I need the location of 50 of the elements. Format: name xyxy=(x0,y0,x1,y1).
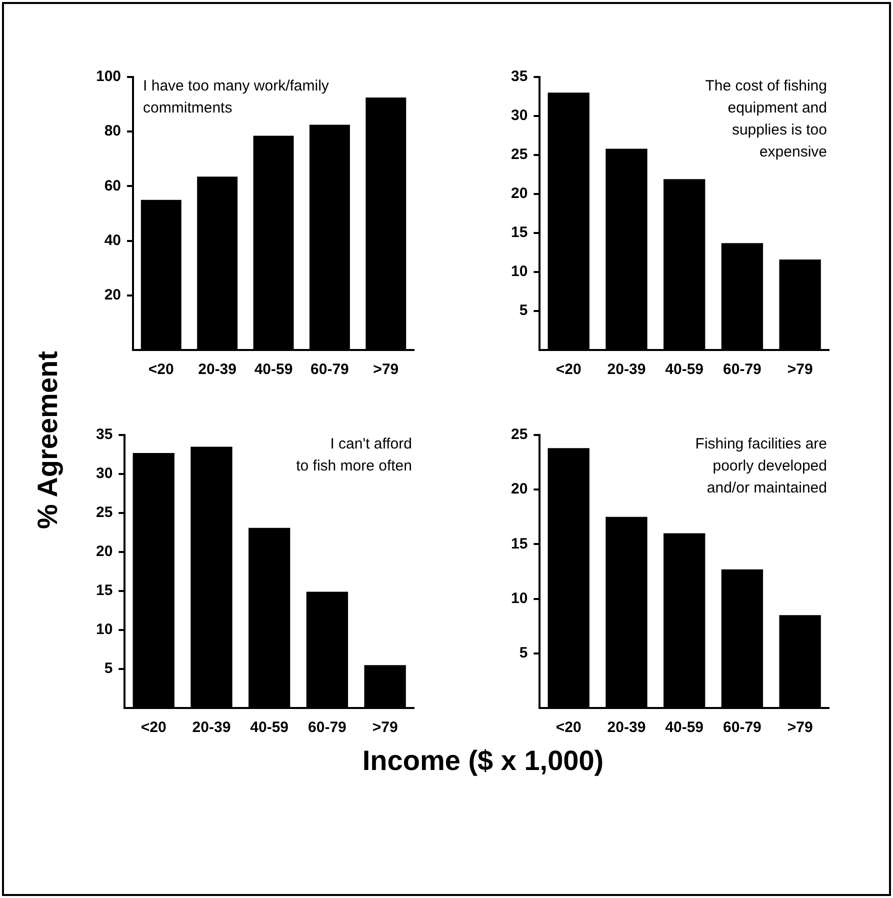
x-tick-label: 60-79 xyxy=(308,719,346,736)
x-tick-label: 60-79 xyxy=(310,361,349,378)
x-tick-label: >79 xyxy=(787,719,813,736)
y-tick-label: 60 xyxy=(104,177,122,194)
x-tick-label: 20-39 xyxy=(198,361,237,378)
x-tick-label: >79 xyxy=(372,719,398,736)
x-axis-title: Income ($ x 1,000) xyxy=(362,745,604,777)
y-tick-label: 5 xyxy=(104,660,113,678)
x-tick-label: 40-59 xyxy=(665,719,704,736)
x-tick-label: <20 xyxy=(556,361,582,378)
x-tick-label: 20-39 xyxy=(192,719,231,736)
y-tick-label: 5 xyxy=(519,644,528,662)
y-tick-label: 25 xyxy=(510,426,528,444)
y-tick-label: 20 xyxy=(510,185,528,202)
y-tick-label: 10 xyxy=(510,590,528,607)
y-tick-label: 20 xyxy=(510,480,528,498)
y-axis-title: % Agreement xyxy=(32,351,64,529)
x-tick-label: 20-39 xyxy=(607,361,646,378)
x-tick-label: <20 xyxy=(140,719,166,736)
y-tick-label: 35 xyxy=(510,68,528,86)
y-tick-label: 25 xyxy=(96,504,113,522)
x-tick-label: <20 xyxy=(556,719,582,736)
annotation: I have too many work/family commitments xyxy=(143,78,330,117)
annotation: I can't afford to fish more often xyxy=(296,436,412,475)
x-tick-label: <20 xyxy=(148,361,174,378)
y-tick-label: 20 xyxy=(96,543,113,560)
x-tick-label: 40-59 xyxy=(254,361,293,378)
y-tick-label: 20 xyxy=(104,286,122,304)
y-tick-label: 10 xyxy=(510,263,528,280)
y-tick-label: 5 xyxy=(519,302,528,320)
y-tick-label: 30 xyxy=(510,107,528,124)
annotation: Fishing facilities are poorly developed and/or maintained xyxy=(695,436,827,497)
x-tick-label: 60-79 xyxy=(723,361,762,378)
x-tick-label: 40-59 xyxy=(665,361,704,378)
y-tick-label: 30 xyxy=(96,465,113,482)
y-tick-label: 100 xyxy=(96,68,122,86)
y-tick-label: 25 xyxy=(510,146,528,164)
x-tick-label: >79 xyxy=(373,361,399,378)
x-tick-label: >79 xyxy=(787,361,813,378)
y-tick-label: 10 xyxy=(96,621,113,638)
x-tick-label: 20-39 xyxy=(607,719,646,736)
y-tick-label: 15 xyxy=(510,224,528,242)
y-tick-label: 40 xyxy=(104,232,122,249)
x-tick-label: 60-79 xyxy=(723,719,762,736)
y-tick-label: 15 xyxy=(510,535,528,552)
y-tick-label: 80 xyxy=(104,122,122,140)
annotation: The cost of fishing equipment and supplies is too expensive xyxy=(705,78,827,161)
y-tick-label: 35 xyxy=(96,426,113,444)
x-tick-label: 40-59 xyxy=(250,719,289,736)
y-tick-label: 15 xyxy=(96,582,113,600)
